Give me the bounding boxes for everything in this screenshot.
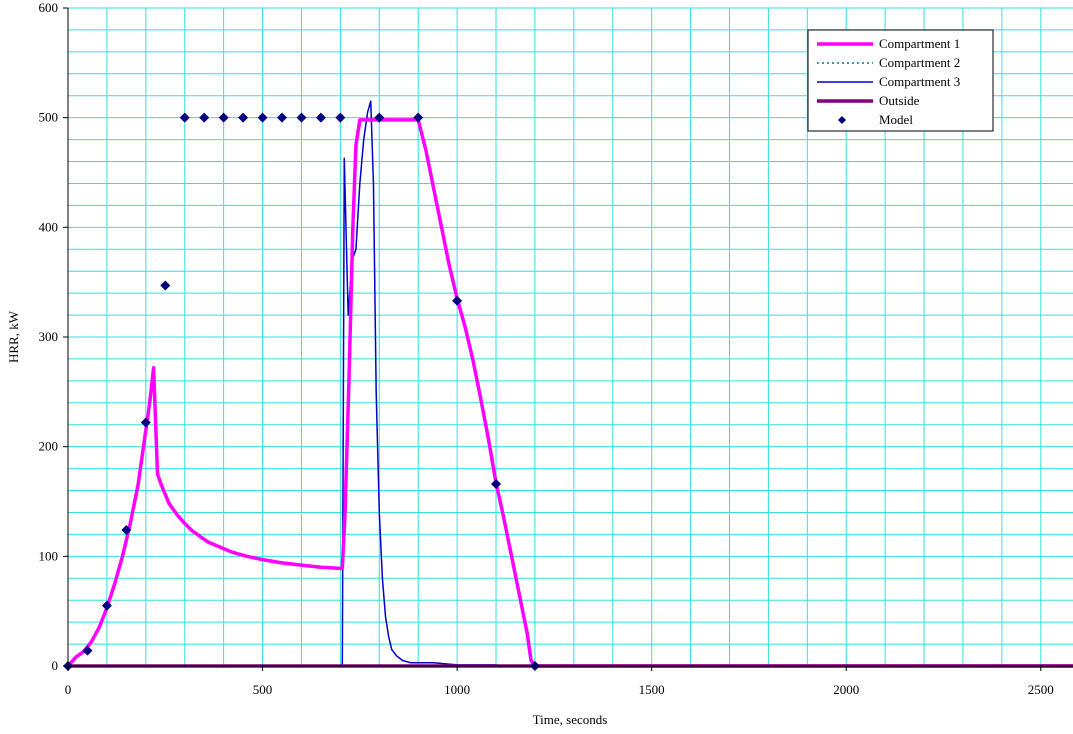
model-marker: [374, 112, 385, 123]
model-marker: [121, 525, 132, 536]
legend-label-outside: Outside: [879, 93, 920, 108]
legend-box: [807, 29, 994, 132]
x-tick-label: 1000: [444, 682, 470, 697]
model-marker: [257, 112, 268, 123]
model-marker: [199, 112, 210, 123]
model-marker: [82, 645, 93, 656]
legend-label-compartment-3: Compartment 3: [879, 74, 960, 89]
legend-label-compartment-1: Compartment 1: [879, 36, 960, 51]
model-marker: [315, 112, 326, 123]
y-tick-label: 200: [39, 439, 59, 454]
x-tick-label: 2000: [833, 682, 859, 697]
model-marker: [413, 112, 424, 123]
x-tick-label: 0: [65, 682, 72, 697]
x-tick-label: 1500: [639, 682, 665, 697]
compartment-1-line: [66, 118, 1073, 668]
grid: [67, 7, 1073, 667]
legend-label-compartment-2: Compartment 2: [879, 55, 960, 70]
model-marker: [160, 280, 171, 291]
x-tick-label: 500: [253, 682, 273, 697]
model-marker: [101, 600, 112, 611]
y-tick-label: 100: [39, 548, 59, 563]
x-axis-label: Time, seconds: [533, 712, 608, 727]
model-marker: [491, 478, 502, 489]
y-tick-label: 0: [52, 658, 59, 673]
y-tick-label: 500: [39, 110, 59, 125]
legend-label-model: Model: [879, 112, 913, 127]
model-marker: [140, 417, 151, 428]
legend-swatch-model: [838, 116, 846, 124]
model-marker: [218, 112, 229, 123]
y-axis-label: HRR, kW: [6, 310, 21, 363]
y-tick-label: 300: [39, 329, 59, 344]
model-marker: [179, 112, 190, 123]
tick-labels: 0 500 1000 1500 2000 2500 0 100 200 300 400 500 600: [39, 0, 1054, 697]
legend: Compartment 1 Compartment 2 Compartment 3 O…: [807, 29, 994, 132]
model-marker: [335, 112, 346, 123]
y-tick-label: 400: [39, 219, 59, 234]
model-marker: [277, 112, 288, 123]
model-marker: [238, 112, 249, 123]
model-marker: [296, 112, 307, 123]
y-tick-label: 600: [39, 0, 59, 15]
x-tick-label: 2500: [1028, 682, 1054, 697]
compartment-3-line: [68, 100, 1073, 667]
model-marker: [452, 295, 463, 306]
